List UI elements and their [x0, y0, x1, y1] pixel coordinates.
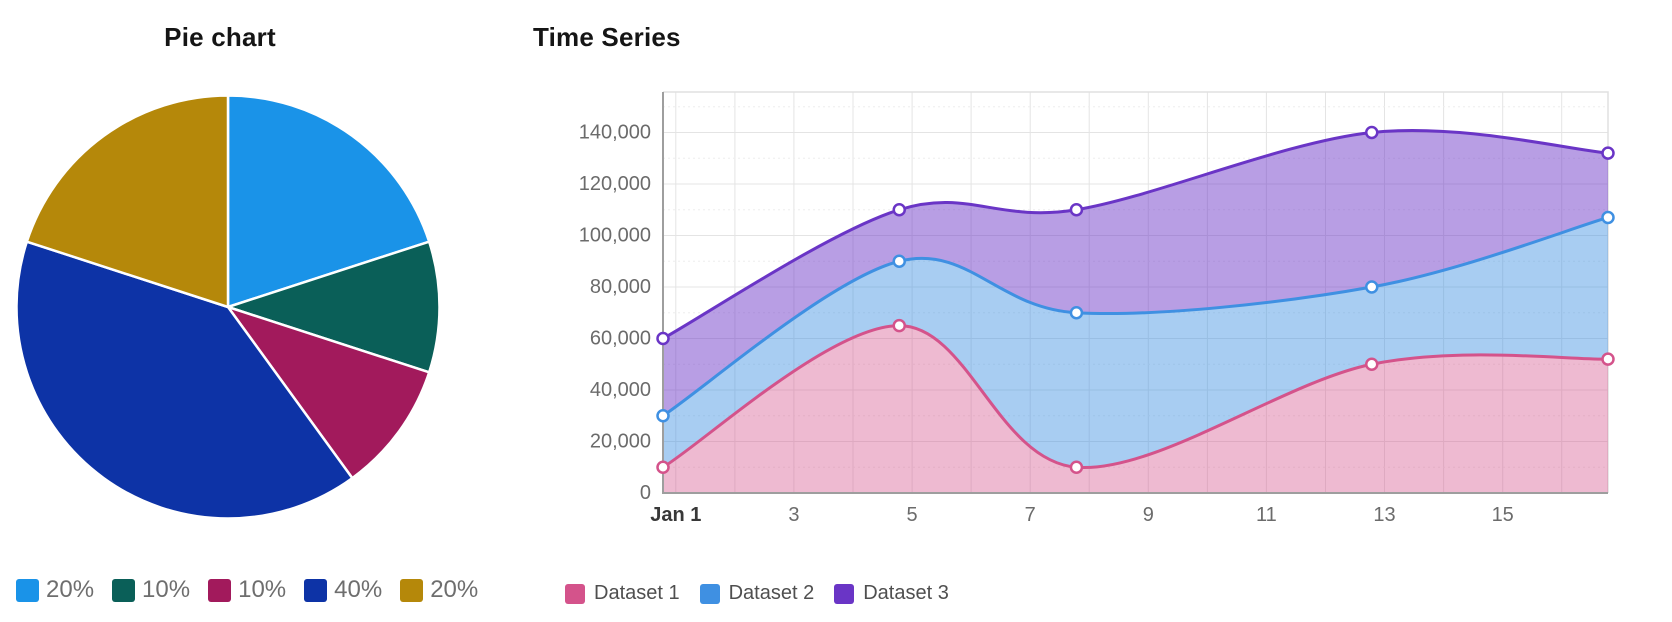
y-tick-label: 80,000: [590, 276, 651, 298]
y-tick-label: 140,000: [579, 122, 651, 144]
pie-slice-10%: [226, 240, 441, 374]
legend-item-10%[interactable]: 10%: [112, 576, 190, 604]
legend-item-20%[interactable]: 20%: [400, 576, 478, 604]
legend-swatch: [16, 578, 39, 602]
area-dataset-3: [663, 130, 1608, 416]
legend-swatch: [565, 583, 585, 604]
y-tick-label: 60,000: [590, 328, 651, 350]
data-point-dataset-3: [1365, 125, 1379, 140]
legend-label: 20%: [430, 576, 479, 603]
x-tick-label: 3: [788, 504, 799, 526]
legend-item-40%[interactable]: 40%: [304, 576, 382, 604]
legend-item-dataset-1[interactable]: Dataset 1: [565, 582, 680, 605]
x-tick-label: 13: [1373, 504, 1395, 526]
legend-label: 20%: [46, 576, 95, 603]
data-point-dataset-1: [892, 318, 906, 333]
legend-swatch: [208, 578, 232, 602]
pie-slice-20%: [25, 94, 230, 309]
pie-slice-20%: [226, 94, 431, 309]
time-series-title: Time Series: [533, 22, 681, 52]
legend-label: 10%: [142, 576, 191, 603]
time-series-svg: 0 20,000 40,000 60,000 80,000 100,000 120,000 1…: [579, 91, 1615, 526]
data-point-dataset-2: [1069, 306, 1084, 320]
pie-chart-svg: [15, 94, 441, 520]
legend-label: Dataset 1: [594, 582, 680, 604]
legend-label: 40%: [334, 576, 383, 603]
legend-swatch: [112, 578, 136, 602]
data-point-dataset-3: [1069, 203, 1084, 217]
pie-legend: 20% 10% 10% 40% 20%: [16, 576, 478, 604]
data-point-dataset-2: [1601, 210, 1615, 225]
data-point-dataset-3: [892, 203, 906, 217]
data-point-dataset-1: [1365, 357, 1379, 371]
gridlines: [663, 92, 1608, 493]
x-tick-label: Jan 1: [650, 504, 701, 526]
x-tick-label: 9: [1143, 504, 1154, 526]
legend-item-10%[interactable]: 10%: [208, 576, 286, 604]
pie-slice-10%: [226, 305, 431, 480]
y-tick-label: 0: [640, 482, 651, 504]
time-series-legend: Dataset 1 Dataset 2 Dataset 3: [565, 582, 949, 605]
legend-label: Dataset 3: [863, 582, 949, 604]
pie-slice-40%: [15, 240, 354, 520]
x-tick-label: 11: [1256, 504, 1277, 526]
legend-label: 10%: [238, 576, 287, 603]
legend-item-dataset-3[interactable]: Dataset 3: [834, 582, 949, 605]
data-point-dataset-1: [1601, 352, 1615, 366]
legend-item-dataset-2[interactable]: Dataset 2: [699, 582, 815, 605]
x-tick-label: 15: [1492, 504, 1514, 526]
legend-item-20%[interactable]: 20%: [16, 576, 94, 604]
legend-swatch: [699, 583, 720, 604]
data-point-dataset-2: [656, 409, 670, 423]
x-tick-label: 5: [907, 504, 918, 526]
y-tick-label: 20,000: [590, 431, 651, 453]
area-dataset-2: [663, 217, 1608, 468]
data-point-dataset-1: [1069, 460, 1084, 474]
x-tick-label: 7: [1025, 504, 1036, 526]
data-point-dataset-3: [656, 331, 670, 346]
legend-swatch: [304, 578, 328, 602]
y-tick-label: 100,000: [579, 225, 651, 247]
data-point-dataset-3: [1601, 146, 1615, 160]
y-tick-label: 120,000: [579, 173, 651, 195]
legend-label: Dataset 2: [728, 582, 815, 604]
legend-swatch: [400, 578, 424, 602]
data-point-dataset-1: [656, 460, 670, 474]
data-point-dataset-2: [1365, 280, 1379, 294]
pie-chart-title: Pie chart: [164, 22, 276, 52]
data-point-dataset-2: [892, 254, 906, 268]
legend-swatch: [834, 583, 855, 604]
y-tick-label: 40,000: [590, 379, 651, 401]
